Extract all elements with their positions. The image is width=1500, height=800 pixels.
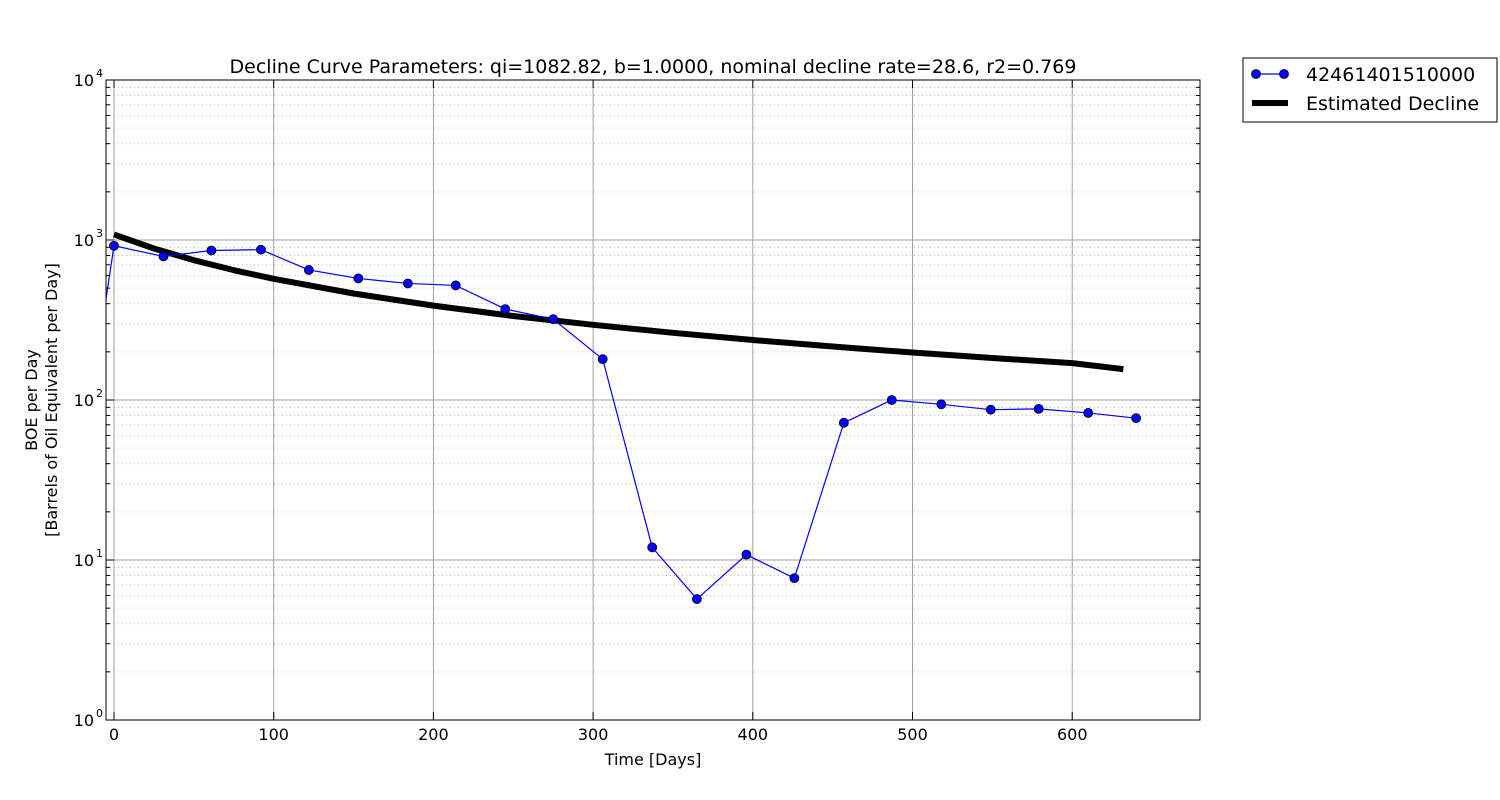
- y-tick-label: 10: [74, 711, 94, 730]
- series-well-point: [789, 573, 800, 584]
- series-well-point: [1083, 408, 1094, 418]
- series-well-point: [450, 280, 461, 291]
- series-well-point: [500, 304, 511, 314]
- y-axis-label-line-1: BOE per Day: [22, 349, 41, 451]
- series-well-point: [597, 354, 608, 365]
- y-axis-label-line-2: [Barrels of Oil Equivalent per Day]: [42, 263, 61, 537]
- series-well-point: [206, 245, 217, 256]
- legend-swatch-marker: [1251, 69, 1261, 79]
- series-well-point: [647, 542, 658, 553]
- series-well-point: [256, 244, 266, 255]
- series-clip-group: [106, 231, 1142, 604]
- legend-label-series-1: 42461401510000: [1306, 64, 1475, 86]
- series-well-point: [1131, 413, 1142, 424]
- series-well-point: [936, 399, 947, 410]
- y-tick-label: 10: [74, 231, 94, 250]
- series-well-point: [548, 314, 559, 325]
- grid-layer: [106, 79, 1200, 721]
- y-tick-label-exponent: 2: [96, 387, 103, 400]
- series-estimated-decline-line: [112, 231, 1124, 373]
- series-well-point: [158, 251, 169, 262]
- series-well-point: [353, 273, 364, 284]
- series-well-line: [106, 245, 1137, 600]
- series-well-point: [109, 240, 119, 251]
- x-tick-label: 400: [738, 725, 769, 744]
- chart-title: Decline Curve Parameters: qi=1082.82, b=…: [230, 56, 1077, 78]
- y-tick-label: 10: [74, 391, 94, 410]
- series-well-point: [692, 594, 702, 604]
- series-well-point: [402, 278, 413, 289]
- series-well-point: [741, 549, 752, 560]
- x-tick-label: 300: [578, 725, 609, 744]
- y-tick-label: 10: [74, 551, 94, 570]
- legend-label-estimated-decline: Estimated Decline: [1306, 93, 1479, 115]
- y-tick-label: 10: [74, 71, 94, 90]
- legend-swatch-marker: [1279, 69, 1289, 79]
- x-axis-label: Time [Days]: [604, 750, 702, 769]
- series-well-point: [886, 395, 897, 405]
- legend: 42461401510000 Estimated Decline: [1242, 57, 1498, 123]
- series-layer: [106, 231, 1142, 604]
- x-tick-label: 500: [897, 725, 928, 744]
- y-tick-label-exponent: 0: [96, 707, 103, 720]
- y-tick-label-exponent: 3: [96, 227, 103, 240]
- x-tick-label: 200: [418, 725, 449, 744]
- x-tick-label: 0: [109, 725, 119, 744]
- series-well-point: [985, 404, 996, 415]
- y-tick-label-exponent: 4: [96, 67, 103, 80]
- series-well-point: [838, 417, 849, 428]
- ticks-layer: 10 010 110 210 310 40 100 200 300 400 500 600: [74, 67, 1200, 744]
- y-tick-label-exponent: 1: [96, 547, 103, 560]
- series-well-point: [303, 265, 314, 275]
- legend-box: [1242, 57, 1498, 123]
- series-well-point: [1033, 403, 1044, 414]
- x-tick-label: 600: [1057, 725, 1088, 744]
- x-tick-label: 100: [258, 725, 289, 744]
